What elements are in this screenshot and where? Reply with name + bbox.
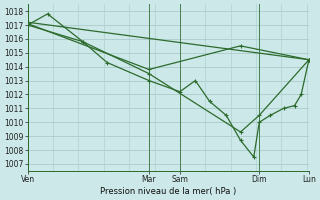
X-axis label: Pression niveau de la mer( hPa ): Pression niveau de la mer( hPa ) — [100, 187, 236, 196]
